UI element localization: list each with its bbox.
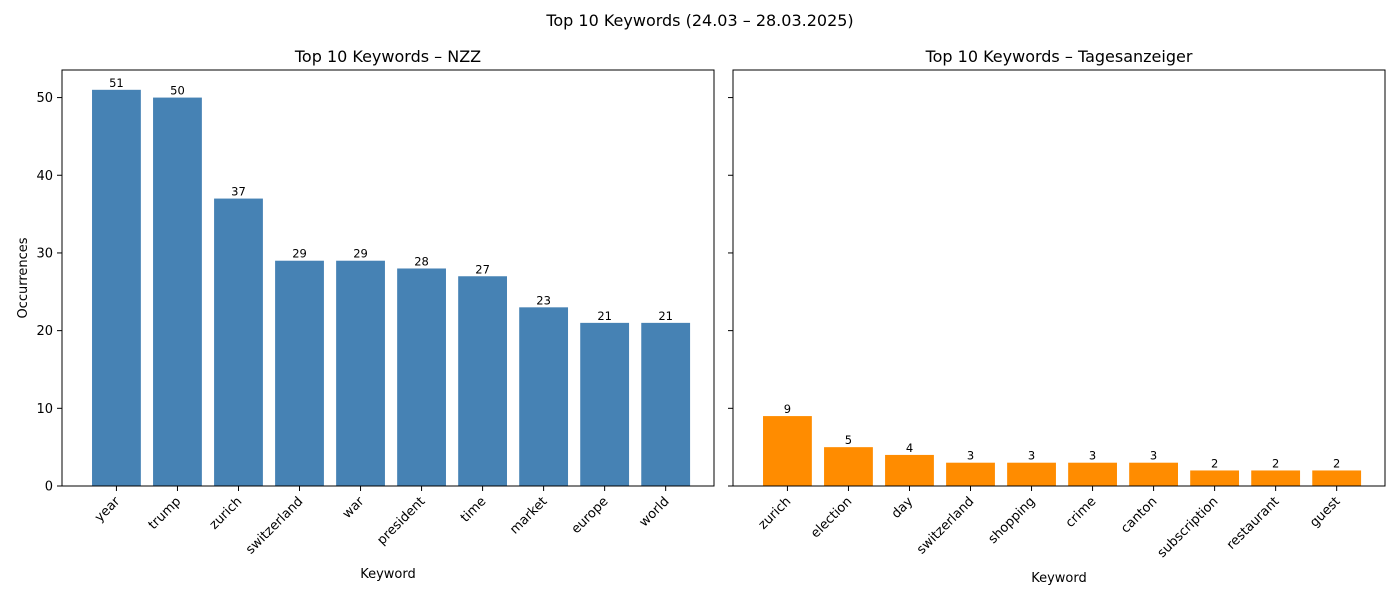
tagesanzeiger-xtick-label: shopping: [986, 494, 1039, 547]
nzz-ytick-label: 40: [36, 169, 53, 184]
tagesanzeiger-bar-value-label: 3: [967, 449, 974, 463]
nzz-bar-world: [641, 322, 691, 486]
tagesanzeiger-bar-guest: [1312, 470, 1362, 486]
tagesanzeiger-bar-day: [885, 454, 934, 486]
tagesanzeiger-bar-value-label: 5: [845, 433, 852, 447]
tagesanzeiger-bar-value-label: 2: [1272, 456, 1279, 470]
nzz-bar-europe: [580, 322, 630, 486]
nzz-bar-war: [336, 260, 385, 486]
tagesanzeiger-bar-switzerland: [946, 462, 995, 486]
nzz-bar-value-label: 21: [658, 309, 673, 323]
tagesanzeiger-xtick-label: canton: [1118, 494, 1160, 536]
nzz-axes-frame: [61, 69, 715, 487]
tagesanzeiger-xtick-label: day: [889, 494, 917, 522]
nzz-bar-value-label: 51: [109, 76, 124, 90]
tagesanzeiger-xtick-label: restaurant: [1224, 494, 1283, 553]
nzz-panel-title: Top 10 Keywords – NZZ: [294, 47, 481, 66]
tagesanzeiger-x-axis-label: Keyword: [1031, 571, 1087, 586]
tagesanzeiger-bar-zurich: [763, 416, 812, 486]
nzz-y-axis-label: Occurrences: [16, 237, 31, 318]
nzz-bar-value-label: 29: [353, 247, 368, 261]
nzz-ytick-label: 50: [36, 91, 53, 106]
nzz-xtick-label: war: [340, 494, 368, 522]
nzz-bar-year: [92, 89, 141, 487]
nzz-bar-value-label: 28: [414, 254, 429, 268]
tagesanzeiger-panel: Top 10 Keywords – Tagesanzeiger 9 5 4 3 3 3 3 2 2…: [728, 47, 1386, 586]
tagesanzeiger-xtick-label: switzerland: [914, 494, 977, 557]
nzz-bar-value-label: 27: [475, 262, 490, 276]
tagesanzeiger-bar-subscription: [1190, 470, 1240, 486]
tagesanzeiger-bar-canton: [1129, 462, 1179, 486]
tagesanzeiger-panel-title: Top 10 Keywords – Tagesanzeiger: [925, 47, 1193, 66]
nzz-bar-value-label: 23: [536, 293, 551, 307]
nzz-ytick-label: 10: [36, 402, 53, 417]
nzz-bar-time: [458, 276, 508, 486]
nzz-xtick-label: market: [507, 494, 550, 537]
nzz-bar-market: [519, 307, 569, 486]
nzz-bar-value-label: 37: [231, 185, 246, 199]
tagesanzeiger-axes-frame: [732, 69, 1386, 487]
nzz-panel: Top 10 Keywords – NZZ 51 50 37 29 29 28 27 23 21 2…: [16, 47, 715, 582]
tagesanzeiger-bar-value-label: 2: [1333, 456, 1340, 470]
nzz-xtick-label: year: [92, 494, 124, 526]
tagesanzeiger-bar-election: [824, 447, 873, 486]
nzz-xtick-label: europe: [569, 494, 612, 537]
tagesanzeiger-bar-value-label: 3: [1028, 449, 1035, 463]
tagesanzeiger-bar-value-label: 9: [784, 402, 791, 416]
nzz-xtick-label: president: [374, 494, 428, 548]
tagesanzeiger-bar-value-label: 2: [1211, 456, 1218, 470]
nzz-xtick-label: trump: [146, 494, 185, 533]
tagesanzeiger-bar-restaurant: [1251, 470, 1301, 486]
tagesanzeiger-bar-value-label: 4: [906, 441, 913, 455]
tagesanzeiger-xtick-label: subscription: [1155, 494, 1222, 561]
tagesanzeiger-xtick-label: zurich: [756, 494, 794, 532]
figure-suptitle: Top 10 Keywords (24.03 – 28.03.2025): [545, 11, 853, 30]
tagesanzeiger-bar-value-label: 3: [1089, 449, 1096, 463]
nzz-bar-president: [397, 268, 446, 486]
tagesanzeiger-xtick-label: guest: [1307, 494, 1343, 530]
nzz-x-axis-label: Keyword: [360, 567, 416, 582]
nzz-ytick-label: 30: [36, 246, 53, 261]
nzz-bar-value-label: 21: [597, 309, 612, 323]
nzz-xtick-label: zurich: [207, 494, 245, 532]
nzz-xtick-label: time: [458, 494, 489, 525]
nzz-bar-trump: [153, 97, 202, 486]
nzz-ytick-label: 20: [36, 324, 53, 339]
tagesanzeiger-bar-value-label: 3: [1150, 449, 1157, 463]
nzz-bar-zurich: [214, 198, 263, 486]
nzz-xtick-label: world: [637, 494, 673, 530]
tagesanzeiger-xtick-label: election: [808, 494, 855, 541]
tagesanzeiger-bar-shopping: [1007, 462, 1056, 486]
nzz-xtick-label: switzerland: [243, 494, 306, 557]
nzz-bar-switzerland: [275, 260, 324, 486]
nzz-bar-value-label: 29: [292, 247, 307, 261]
nzz-bar-value-label: 50: [170, 84, 185, 98]
tagesanzeiger-bar-crime: [1068, 462, 1117, 486]
tagesanzeiger-xtick-label: crime: [1063, 494, 1100, 531]
nzz-ytick-label: 0: [45, 480, 53, 495]
